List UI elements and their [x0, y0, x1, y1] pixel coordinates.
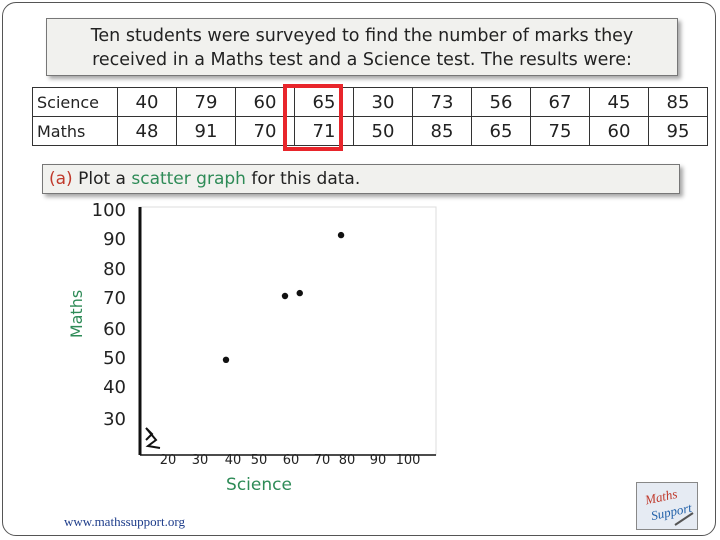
- intro-line-2: received in a Maths test and a Science t…: [92, 50, 632, 70]
- table-cell: 85: [412, 116, 472, 146]
- x-tick-label: 70: [314, 453, 331, 468]
- scatter-point: [281, 292, 289, 300]
- row-label: Maths: [32, 116, 118, 146]
- y-tick-label: 40: [103, 377, 126, 398]
- intro-box: Ten students were surveyed to find the n…: [46, 18, 678, 76]
- table-cell: 40: [117, 87, 177, 117]
- x-tick-label: 90: [370, 453, 387, 468]
- logo-icon: Maths Support: [643, 486, 694, 526]
- x-tick-label: 40: [225, 453, 242, 468]
- scatter-point: [296, 289, 303, 297]
- question-text-before: Plot a: [72, 169, 132, 189]
- x-tick-label: 20: [160, 453, 177, 468]
- axis-break: [145, 427, 161, 449]
- scatter-point: [222, 356, 230, 363]
- x-tick-label: 50: [251, 453, 268, 468]
- y-tick-label: 60: [103, 319, 126, 340]
- y-tick-label: 100: [92, 200, 126, 221]
- x-tick-label: 60: [283, 453, 300, 468]
- row-label: Science: [32, 87, 118, 117]
- y-tick-label: 90: [103, 229, 126, 250]
- svg-text:Maths: Maths: [643, 486, 679, 508]
- table-cell: 67: [530, 87, 590, 117]
- table-row: Science 40 79 60 65 30 73 56 67 45 85: [32, 87, 708, 117]
- question-term: scatter graph: [131, 169, 246, 189]
- intro-line-1: Ten students were surveyed to find the n…: [90, 26, 634, 46]
- x-axis-label: Science: [226, 475, 292, 495]
- y-tick-label: 70: [103, 288, 126, 309]
- table-cell: 30: [353, 87, 413, 117]
- question-box: (a) Plot a scatter graph for this data.: [42, 164, 680, 194]
- table-cell: 45: [589, 87, 649, 117]
- table-cell: 71: [294, 116, 354, 146]
- table-cell: 85: [648, 87, 708, 117]
- x-tick-label: 100: [396, 453, 421, 468]
- question-text-after: for this data.: [245, 169, 361, 189]
- table-cell: 50: [353, 116, 413, 146]
- scatter-point: [337, 231, 345, 239]
- question-part: (a): [49, 169, 73, 189]
- y-tick-label: 30: [103, 409, 126, 430]
- table-cell: 60: [589, 116, 649, 146]
- x-tick-label: 80: [339, 453, 356, 468]
- footer-url[interactable]: www.mathssupport.org: [64, 514, 185, 529]
- x-tick-label: 30: [192, 453, 209, 468]
- plot-frame: [139, 206, 437, 456]
- marks-table: Science 40 79 60 65 30 73 56 67 45 85 Maths 48 91 70 71…: [32, 87, 708, 146]
- maths-support-logo: Maths Support: [636, 482, 698, 530]
- table-cell: 65: [471, 116, 531, 146]
- table-cell: 95: [648, 116, 708, 146]
- column-highlight: [283, 84, 343, 151]
- y-tick-label: 80: [103, 259, 126, 280]
- y-tick-label: 50: [103, 348, 126, 369]
- table-row: Maths 48 91 70 71 50 85 65 75 60 95: [32, 116, 708, 146]
- table-cell: 48: [117, 116, 177, 146]
- table-cell: 70: [235, 116, 295, 146]
- table-cell: 56: [471, 87, 531, 117]
- y-axis-label: Maths: [67, 290, 86, 338]
